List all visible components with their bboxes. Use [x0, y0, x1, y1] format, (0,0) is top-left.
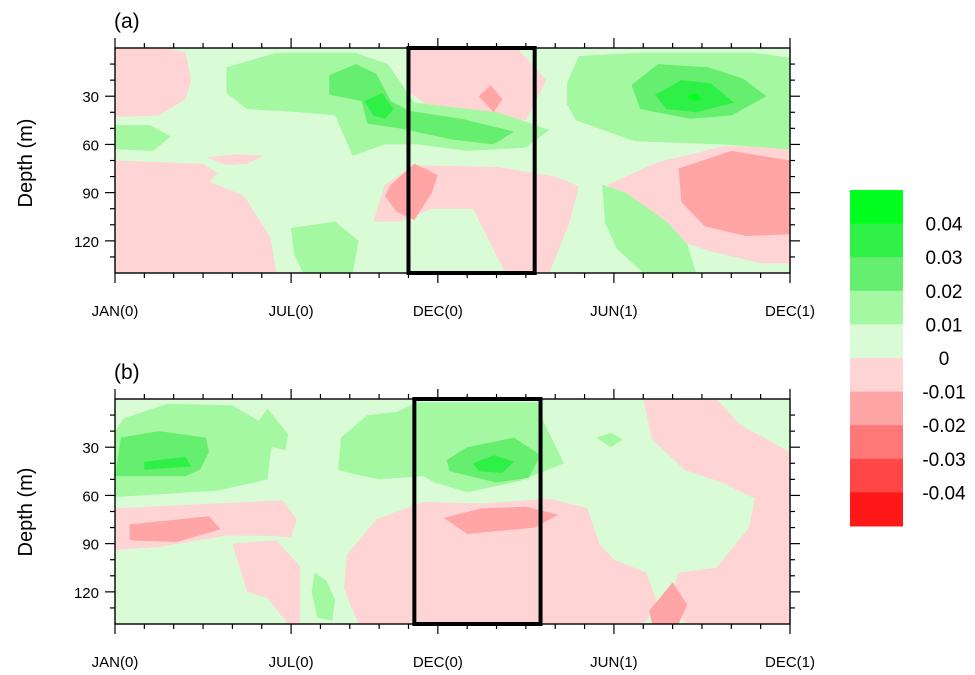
panel-b-ytick-label: 60 — [82, 488, 99, 505]
panel-a-contour-region-1 — [115, 160, 277, 273]
panel-b-contour-region-11 — [596, 432, 623, 448]
panel-b-contour-region-12 — [115, 431, 209, 477]
colorbar-swatch — [850, 223, 903, 258]
panel-b-contour-region-15 — [473, 455, 515, 473]
panel-b-xtick-label: JAN(0) — [92, 654, 139, 671]
colorbar-swatch — [850, 290, 903, 325]
panel-b-contour-region-4 — [129, 516, 221, 542]
panel-b-contour-region-10 — [311, 572, 336, 621]
panel-a-xtick-label: JAN(0) — [92, 303, 139, 320]
colorbar-label: -0.02 — [922, 416, 965, 437]
colorbar-swatch — [850, 324, 903, 359]
colorbar-swatch — [850, 458, 903, 493]
panel-b-contour-region-6 — [649, 582, 688, 624]
panel-b-contour-region-1 — [343, 498, 658, 624]
panel-a-field — [115, 48, 790, 273]
colorbar-label: -0.03 — [922, 450, 965, 471]
panel-b-xtick-label: DEC(1) — [765, 654, 815, 671]
panel-a-ytick-label: 120 — [74, 234, 99, 251]
panel-a-contour-region-15 — [329, 64, 515, 145]
panel-a-contour-region-14 — [602, 184, 697, 273]
panel-a-contour-region-5 — [206, 154, 265, 166]
colorbar-label: -0.01 — [922, 383, 965, 404]
panel-a: (a) Depth (m) JAN(0) JUL(0) DEC(0) JUN(1) DE… — [15, 10, 815, 320]
panel-b-axes: JAN(0) JUL(0) DEC(0) JUN(1) DEC(1) 30 60 90 120 — [74, 389, 815, 671]
panel-b-contour-region-3 — [232, 540, 300, 624]
panel-a-contour-region-6 — [115, 256, 139, 273]
panel-b: (b) Depth (m) JAN(0) JUL(0) DEC(0) JUN(1) DE… — [15, 361, 815, 671]
panel-b-xtick-label: JUL(0) — [269, 654, 314, 671]
panel-a-ytick-label: 60 — [82, 137, 99, 154]
panel-a-ytick-label: 30 — [82, 89, 99, 106]
colorbar-swatch — [850, 257, 903, 292]
panel-a-contour-region-9 — [478, 85, 503, 113]
panel-a-xtick-label: JUL(0) — [269, 303, 314, 320]
panel-b-label: (b) — [114, 361, 140, 384]
panel-a-contour-region-19 — [687, 93, 702, 101]
panel-b-contours — [115, 399, 790, 624]
panel-b-contour-region-5 — [443, 506, 559, 534]
colorbar-swatch — [850, 391, 903, 426]
panel-a-contours — [115, 48, 790, 273]
panel-a-label: (a) — [114, 10, 140, 33]
panel-b-ytick-label: 90 — [82, 537, 99, 554]
colorbar-swatch — [850, 358, 903, 393]
colorbar-swatch — [850, 492, 903, 527]
panel-a-axes: JAN(0) JUL(0) DEC(0) JUN(1) DEC(1) 30 60 90 120 — [74, 38, 815, 320]
panel-b-contour-region-9 — [250, 408, 289, 451]
panel-a-ytick-label: 90 — [82, 186, 99, 203]
colorbar-label: 0.02 — [926, 282, 963, 303]
colorbar-swatch — [850, 190, 903, 225]
colorbar-label: 0.01 — [926, 315, 963, 336]
colorbar-label: -0.04 — [922, 483, 966, 504]
panel-a-xtick-label: JUN(1) — [590, 303, 638, 320]
panel-b-ytick-label: 120 — [74, 585, 99, 602]
panel-a-contour-region-17 — [364, 93, 394, 119]
panel-b-field — [115, 399, 790, 624]
panel-b-ylabel: Depth (m) — [15, 468, 37, 557]
colorbar-swatch — [850, 425, 903, 460]
panel-b-contour-region-2 — [643, 399, 790, 624]
panel-a-contour-region-0 — [115, 48, 192, 118]
colorbar-label: 0 — [939, 349, 950, 370]
colorbar-label: 0.04 — [926, 215, 963, 236]
panel-a-contour-region-12 — [115, 125, 171, 151]
panel-a-xtick-label: DEC(1) — [765, 303, 815, 320]
panel-b-ytick-label: 30 — [82, 440, 99, 457]
panel-a-contour-region-8 — [678, 150, 790, 236]
panel-b-xtick-label: JUN(1) — [590, 654, 638, 671]
panel-a-ylabel: Depth (m) — [15, 119, 37, 208]
panel-b-xtick-label: DEC(0) — [413, 654, 463, 671]
panel-a-contour-region-2 — [408, 48, 547, 122]
colorbar-label: 0.03 — [926, 248, 963, 269]
panel-a-contour-region-13 — [291, 221, 359, 273]
panel-a-contour-region-7 — [385, 163, 438, 220]
colorbar: 0.04 0.03 0.02 0.01 0 -0.01 -0.02 -0.03 -0.04 — [850, 190, 966, 527]
panel-a-xtick-label: DEC(0) — [413, 303, 463, 320]
panel-b-contour-region-14 — [144, 456, 192, 470]
